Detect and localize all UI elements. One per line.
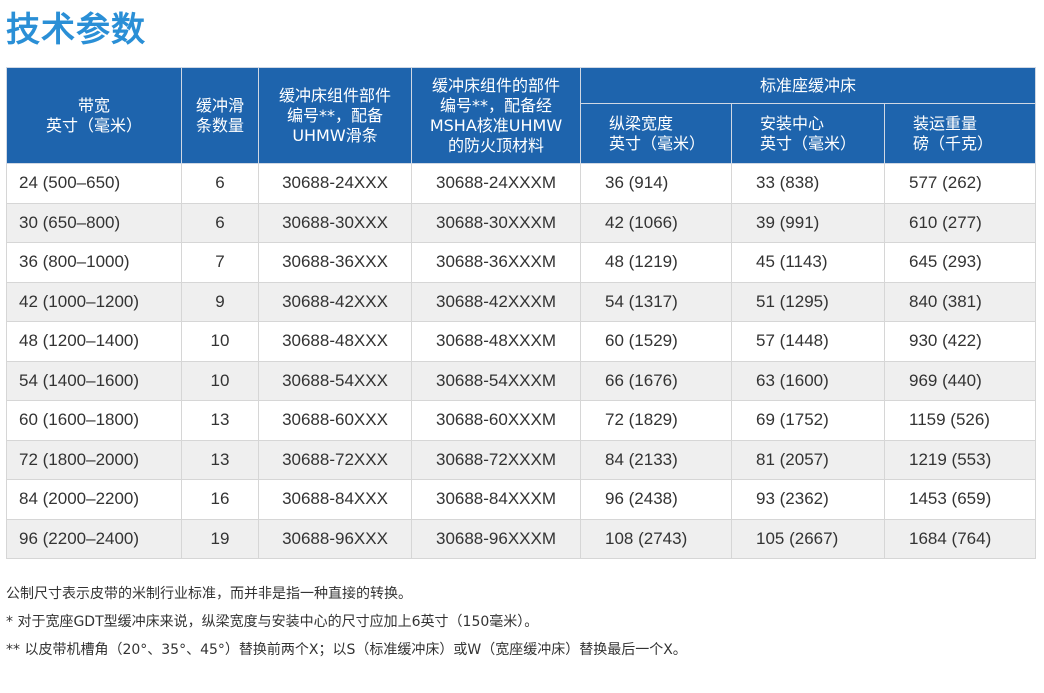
cell-part-msha: 30688-24XXXM — [411, 163, 581, 204]
cell-part-msha: 30688-30XXXM — [411, 202, 581, 243]
cell-slider-count: 13 — [181, 439, 259, 480]
table-row: 96 (2200–2400) 19 30688-96XXX 30688-96XXXM 1… — [6, 518, 1037, 559]
header-standard-bed: 标准座缓冲床 — [579, 67, 1037, 104]
cell-slider-count: 9 — [181, 281, 259, 322]
cell-part-uhmw: 30688-42XXX — [258, 281, 412, 322]
cell-mounting-center: 33 (838) — [731, 163, 885, 204]
cell-part-uhmw: 30688-72XXX — [258, 439, 412, 480]
cell-shipping-weight: 610 (277) — [883, 202, 1037, 243]
cell-shipping-weight: 645 (293) — [883, 242, 1037, 283]
cell-mounting-center: 51 (1295) — [731, 281, 885, 322]
cell-part-uhmw: 30688-84XXX — [258, 479, 412, 520]
cell-part-msha: 30688-54XXXM — [411, 360, 581, 401]
cell-shipping-weight: 969 (440) — [883, 360, 1037, 401]
cell-part-msha: 30688-36XXXM — [411, 242, 581, 283]
cell-part-msha: 30688-60XXXM — [411, 400, 581, 441]
cell-belt-width: 54 (1400–1600) — [6, 360, 182, 401]
table-row: 48 (1200–1400) 10 30688-48XXX 30688-48XXXM 6… — [6, 321, 1037, 362]
cell-part-msha: 30688-72XXXM — [411, 439, 581, 480]
cell-stringer-width: 36 (914) — [580, 163, 732, 204]
cell-stringer-width: 60 (1529) — [580, 321, 732, 362]
cell-slider-count: 13 — [181, 400, 259, 441]
cell-stringer-width: 66 (1676) — [580, 360, 732, 401]
header-belt-width: 带宽 英寸（毫米） — [6, 67, 182, 164]
cell-shipping-weight: 840 (381) — [883, 281, 1037, 322]
cell-slider-count: 19 — [181, 518, 259, 559]
header-slider-count: 缓冲滑 条数量 — [181, 67, 259, 164]
cell-slider-count: 16 — [181, 479, 259, 520]
table-row: 60 (1600–1800) 13 30688-60XXX 30688-60XXXM 7… — [6, 400, 1037, 441]
table-row: 54 (1400–1600) 10 30688-54XXX 30688-54XXXM 6… — [6, 360, 1037, 401]
cell-part-uhmw: 30688-54XXX — [258, 360, 412, 401]
cell-part-msha: 30688-96XXXM — [411, 518, 581, 559]
cell-belt-width: 36 (800–1000) — [6, 242, 182, 283]
cell-mounting-center: 57 (1448) — [731, 321, 885, 362]
cell-part-uhmw: 30688-30XXX — [258, 202, 412, 243]
cell-stringer-width: 84 (2133) — [580, 439, 732, 480]
cell-mounting-center: 63 (1600) — [731, 360, 885, 401]
cell-mounting-center: 93 (2362) — [731, 479, 885, 520]
cell-mounting-center: 39 (991) — [731, 202, 885, 243]
cell-shipping-weight: 1684 (764) — [883, 518, 1037, 559]
table-row: 84 (2000–2200) 16 30688-84XXX 30688-84XXXM 9… — [6, 479, 1037, 520]
cell-part-uhmw: 30688-24XXX — [258, 163, 412, 204]
cell-belt-width: 84 (2000–2200) — [6, 479, 182, 520]
cell-belt-width: 48 (1200–1400) — [6, 321, 182, 362]
table-row: 24 (500–650) 6 30688-24XXX 30688-24XXXM 36 (… — [6, 163, 1037, 204]
note-part-number: ** 以皮带机槽角（20°、35°、45°）替换前两个X；以S（标准缓冲床）或W… — [6, 642, 687, 658]
header-part-msha: 缓冲床组件的部件 编号**，配备经 MSHA核准UHMW 的防火顶材料 — [411, 67, 581, 164]
table-row: 30 (650–800) 6 30688-30XXX 30688-30XXXM 42 (… — [6, 202, 1037, 243]
page-title: 技术参数 — [6, 10, 146, 50]
cell-shipping-weight: 1159 (526) — [883, 400, 1037, 441]
table-row: 42 (1000–1200) 9 30688-42XXX 30688-42XXXM 54… — [6, 281, 1037, 322]
cell-part-uhmw: 30688-36XXX — [258, 242, 412, 283]
footnotes: 公制尺寸表示皮带的米制行业标准，而并非是指一种直接的转换。 * 对于宽座GDT型… — [6, 580, 687, 664]
cell-shipping-weight: 577 (262) — [883, 163, 1037, 204]
cell-part-uhmw: 30688-60XXX — [258, 400, 412, 441]
cell-shipping-weight: 1453 (659) — [883, 479, 1037, 520]
cell-belt-width: 72 (1800–2000) — [6, 439, 182, 480]
header-part-uhmw: 缓冲床组件部件 编号**，配备 UHMW滑条 — [258, 67, 412, 164]
cell-part-msha: 30688-84XXXM — [411, 479, 581, 520]
cell-belt-width: 42 (1000–1200) — [6, 281, 182, 322]
header-stringer-width: 纵梁宽度 英寸（毫米） — [580, 103, 732, 164]
cell-belt-width: 96 (2200–2400) — [6, 518, 182, 559]
table-body: 24 (500–650) 6 30688-24XXX 30688-24XXXM 36 (… — [6, 163, 1037, 559]
spec-table: 带宽 英寸（毫米） 缓冲滑 条数量 缓冲床组件部件 编号**，配备 UHMW滑条… — [6, 67, 1037, 559]
cell-part-msha: 30688-42XXXM — [411, 281, 581, 322]
table-row: 72 (1800–2000) 13 30688-72XXX 30688-72XXXM 8… — [6, 439, 1037, 480]
cell-shipping-weight: 930 (422) — [883, 321, 1037, 362]
header-shipping-weight: 装运重量 磅（千克） — [883, 103, 1037, 164]
cell-stringer-width: 54 (1317) — [580, 281, 732, 322]
cell-mounting-center: 45 (1143) — [731, 242, 885, 283]
cell-stringer-width: 72 (1829) — [580, 400, 732, 441]
cell-belt-width: 30 (650–800) — [6, 202, 182, 243]
cell-slider-count: 6 — [181, 202, 259, 243]
cell-stringer-width: 48 (1219) — [580, 242, 732, 283]
cell-shipping-weight: 1219 (553) — [883, 439, 1037, 480]
cell-slider-count: 10 — [181, 321, 259, 362]
cell-stringer-width: 108 (2743) — [580, 518, 732, 559]
cell-stringer-width: 42 (1066) — [580, 202, 732, 243]
header-mounting-center: 安装中心 英寸（毫米） — [731, 103, 885, 164]
cell-belt-width: 60 (1600–1800) — [6, 400, 182, 441]
table-row: 36 (800–1000) 7 30688-36XXX 30688-36XXXM 48 … — [6, 242, 1037, 283]
cell-belt-width: 24 (500–650) — [6, 163, 182, 204]
cell-mounting-center: 69 (1752) — [731, 400, 885, 441]
cell-slider-count: 7 — [181, 242, 259, 283]
cell-part-uhmw: 30688-48XXX — [258, 321, 412, 362]
cell-slider-count: 6 — [181, 163, 259, 204]
cell-mounting-center: 105 (2667) — [731, 518, 885, 559]
cell-part-uhmw: 30688-96XXX — [258, 518, 412, 559]
cell-part-msha: 30688-48XXXM — [411, 321, 581, 362]
cell-mounting-center: 81 (2057) — [731, 439, 885, 480]
cell-stringer-width: 96 (2438) — [580, 479, 732, 520]
note-gdt: * 对于宽座GDT型缓冲床来说，纵梁宽度与安装中心的尺寸应加上6英寸（150毫米… — [6, 614, 539, 630]
cell-slider-count: 10 — [181, 360, 259, 401]
note-metric: 公制尺寸表示皮带的米制行业标准，而并非是指一种直接的转换。 — [6, 586, 412, 602]
